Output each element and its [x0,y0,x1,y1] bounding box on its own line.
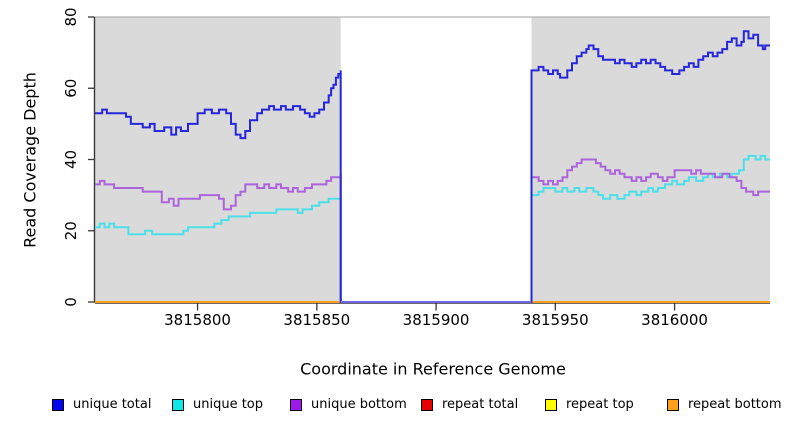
legend-label: unique bottom [311,397,407,412]
legend-swatch-icon [290,399,302,411]
legend-item-repeat-bottom: repeat bottom [667,397,782,413]
shaded-region [95,17,341,302]
legend-swatch-icon [172,399,184,411]
legend-item-repeat-top: repeat top [545,397,634,413]
x-tick-label: 3815800 [164,311,231,329]
legend-swatch-icon [52,399,64,411]
x-tick-label: 3816000 [641,311,708,329]
x-tick-label: 3815950 [522,311,589,329]
series-unique-total [95,30,770,303]
y-tick-label: 0 [62,297,80,307]
legend-label: repeat total [442,397,519,412]
legend-label: repeat bottom [688,397,782,412]
y-tick-label: 20 [62,221,80,240]
x-tick-label: 3815850 [283,311,350,329]
x-axis-title: Coordinate in Reference Genome [300,359,566,379]
legend-swatch-icon [545,399,557,411]
legend-label: unique top [193,397,264,412]
legend-label: unique total [73,397,152,412]
x-tick-label: 3815900 [403,311,470,329]
y-tick-label: 60 [62,79,80,98]
y-axis-title: Read Coverage Depth [20,72,40,248]
legend-item-unique-top: unique top [172,397,263,413]
legend-item-repeat-total: repeat total [421,397,518,413]
legend-swatch-icon [421,399,433,411]
legend-item-unique-total: unique total [52,397,151,413]
legend-swatch-icon [667,399,679,411]
legend-label: repeat top [566,397,634,412]
legend-item-unique-bottom: unique bottom [290,397,407,413]
y-tick-label: 80 [62,7,80,26]
series-unique-bottom [95,158,770,303]
y-tick-label: 40 [62,150,80,169]
legend: unique total unique top unique bottom repea… [0,397,792,417]
